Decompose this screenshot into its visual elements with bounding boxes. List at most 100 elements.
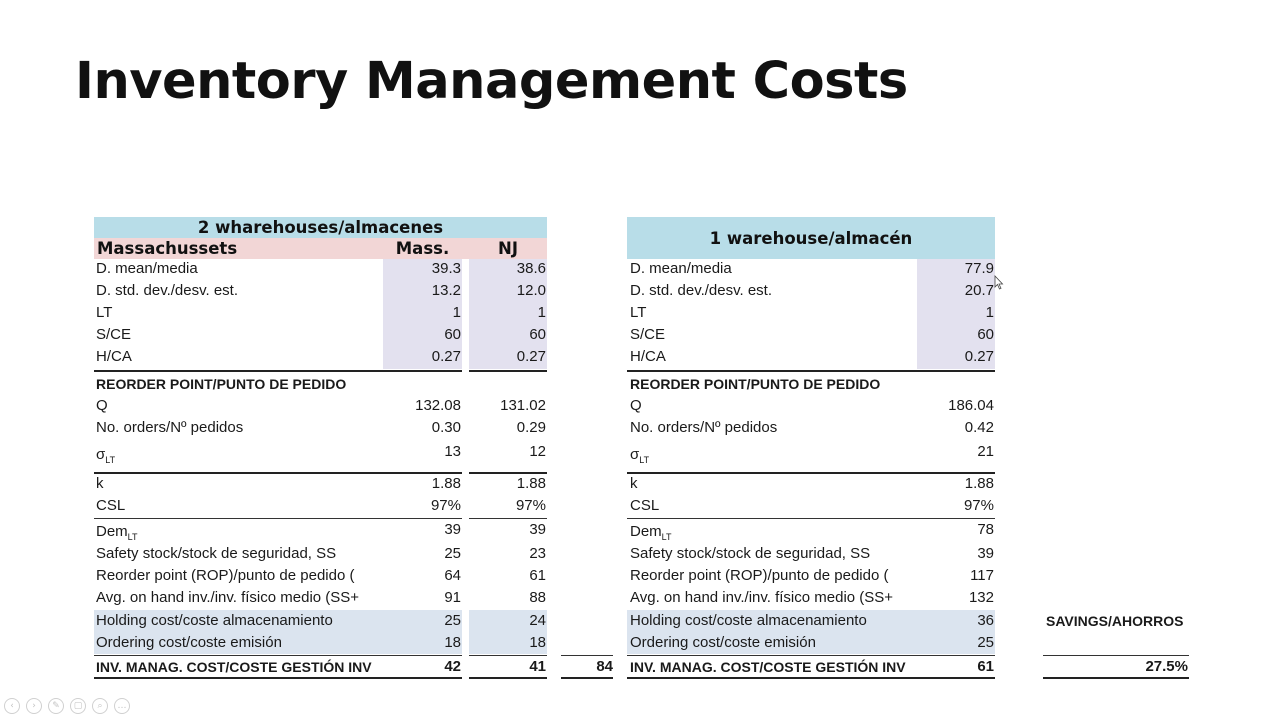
left-k-label: k xyxy=(96,475,104,492)
left-cost-band xyxy=(94,610,547,654)
left-ordering-mass: 18 xyxy=(444,634,461,651)
right-orders-label: No. orders/Nº pedidos xyxy=(630,419,778,436)
right-dem-value: 78 xyxy=(977,521,994,538)
right-k-value: 1.88 xyxy=(964,475,994,492)
right-value: 20.7 xyxy=(964,282,994,299)
left-row-label: D. mean/media xyxy=(96,260,198,277)
mouse-cursor-icon xyxy=(994,275,1004,290)
right-value: 77.9 xyxy=(964,260,994,277)
right-holding-label: Holding cost/coste almacenamiento xyxy=(630,612,867,629)
left-ss-label: Safety stock/stock de seguridad, SS xyxy=(96,545,337,562)
left-holding-mass: 25 xyxy=(444,612,461,629)
left-dem-mass: 39 xyxy=(444,521,461,538)
left-input-mass-band xyxy=(383,259,462,369)
left-rop-mass: 64 xyxy=(444,567,461,584)
right-row-label: LT xyxy=(630,304,647,321)
left-orders-nj: 0.29 xyxy=(516,419,546,436)
right-q-value: 186.04 xyxy=(948,397,994,414)
right-rop-value: 117 xyxy=(970,567,994,584)
left-avg-mass: 91 xyxy=(444,589,461,606)
left-k-mass: 1.88 xyxy=(431,475,461,492)
left-k-nj: 1.88 xyxy=(516,475,546,492)
left-total-nj: 41 xyxy=(529,658,546,675)
left-col-nj: NJ xyxy=(498,239,518,258)
right-dem-label: DemLT xyxy=(630,523,672,542)
left-nj-value: 60 xyxy=(529,326,546,343)
right-rop-label: Reorder point (ROP)/punto de pedido ( xyxy=(630,567,889,584)
left-mass-value: 60 xyxy=(444,326,461,343)
next-icon[interactable]: › xyxy=(26,698,42,714)
right-k-label: k xyxy=(630,475,638,492)
pen-icon[interactable]: ✎ xyxy=(48,698,64,714)
left-row-label: LT xyxy=(96,304,113,321)
left-section-title: REORDER POINT/PUNTO DE PEDIDO xyxy=(96,376,347,392)
zoom-icon[interactable]: ⌕ xyxy=(92,698,108,714)
right-ordering-label: Ordering cost/coste emisión xyxy=(630,634,816,651)
left-row-label: H/CA xyxy=(96,348,132,365)
right-input-band xyxy=(917,259,995,369)
right-avg-label: Avg. on hand inv./inv. físico medio (SS+ xyxy=(630,589,894,606)
slides-icon[interactable]: ▢ xyxy=(70,698,86,714)
right-section-title: REORDER POINT/PUNTO DE PEDIDO xyxy=(630,376,881,392)
left-ss-mass: 25 xyxy=(444,545,461,562)
right-avg-value: 132 xyxy=(968,589,994,606)
left-col-mass: Mass. xyxy=(395,239,450,258)
left-holding-nj: 24 xyxy=(529,612,546,629)
left-orders-mass: 0.30 xyxy=(431,419,461,436)
left-nj-value: 1 xyxy=(537,304,546,321)
page-title: Inventory Management Costs xyxy=(75,52,908,111)
savings-value: 27.5% xyxy=(1145,658,1188,675)
left-row-label: D. std. dev./desv. est. xyxy=(96,282,239,299)
left-q-mass: 132.08 xyxy=(415,397,461,414)
left-mass-value: 1 xyxy=(452,304,461,321)
right-ss-value: 39 xyxy=(977,545,994,562)
left-ordering-label: Ordering cost/coste emisión xyxy=(96,634,282,651)
more-icon[interactable]: … xyxy=(114,698,130,714)
left-dem-nj: 39 xyxy=(529,521,546,538)
left-mass-value: 0.27 xyxy=(431,348,461,365)
right-table-header: 1 warehouse/almacén xyxy=(709,229,913,248)
prev-icon[interactable]: ‹ xyxy=(4,698,20,714)
left-mass-value: 13.2 xyxy=(431,282,461,299)
left-q-label: Q xyxy=(96,397,108,414)
savings-label: SAVINGS/AHORROS xyxy=(1046,613,1184,629)
left-rop-label: Reorder point (ROP)/punto de pedido ( xyxy=(96,567,355,584)
right-row-label: D. mean/media xyxy=(630,260,732,277)
right-sigma-label: σLT xyxy=(630,446,650,465)
right-total-label: INV. MANAG. COST/COSTE GESTIÓN INV xyxy=(630,659,906,675)
left-sigma-label: σLT xyxy=(96,446,116,465)
right-ss-label: Safety stock/stock de seguridad, SS xyxy=(630,545,871,562)
left-rop-nj: 61 xyxy=(529,567,546,584)
left-sigma-nj: 12 xyxy=(529,443,546,460)
right-orders-value: 0.42 xyxy=(964,419,994,436)
left-subheader-label: Massachussets xyxy=(97,239,238,258)
right-total-value: 61 xyxy=(977,658,994,675)
right-q-label: Q xyxy=(630,397,642,414)
right-value: 60 xyxy=(977,326,994,343)
left-nj-value: 0.27 xyxy=(516,348,546,365)
left-dem-label: DemLT xyxy=(96,523,138,542)
right-value: 0.27 xyxy=(964,348,994,365)
left-ordering-nj: 18 xyxy=(529,634,546,651)
right-row-label: D. std. dev./desv. est. xyxy=(630,282,773,299)
left-sigma-mass: 13 xyxy=(444,443,461,460)
left-row-label: S/CE xyxy=(96,326,132,343)
left-nj-value: 38.6 xyxy=(516,260,546,277)
left-total-sum: 84 xyxy=(596,658,613,675)
left-q-nj: 131.02 xyxy=(500,397,546,414)
left-csl-nj: 97% xyxy=(515,497,546,514)
right-csl-label: CSL xyxy=(630,497,660,514)
left-total-label: INV. MANAG. COST/COSTE GESTIÓN INV xyxy=(96,659,372,675)
left-csl-mass: 97% xyxy=(430,497,461,514)
right-cost-band xyxy=(627,610,995,654)
left-avg-label: Avg. on hand inv./inv. físico medio (SS+ xyxy=(96,589,360,606)
right-ordering-value: 25 xyxy=(977,634,994,651)
left-orders-label: No. orders/Nº pedidos xyxy=(96,419,244,436)
right-sigma-value: 21 xyxy=(977,443,994,460)
right-row-label: S/CE xyxy=(630,326,666,343)
left-avg-nj: 88 xyxy=(529,589,546,606)
left-mass-value: 39.3 xyxy=(431,260,461,277)
right-row-label: H/CA xyxy=(630,348,666,365)
right-header-band xyxy=(627,217,995,259)
right-value: 1 xyxy=(985,304,994,321)
